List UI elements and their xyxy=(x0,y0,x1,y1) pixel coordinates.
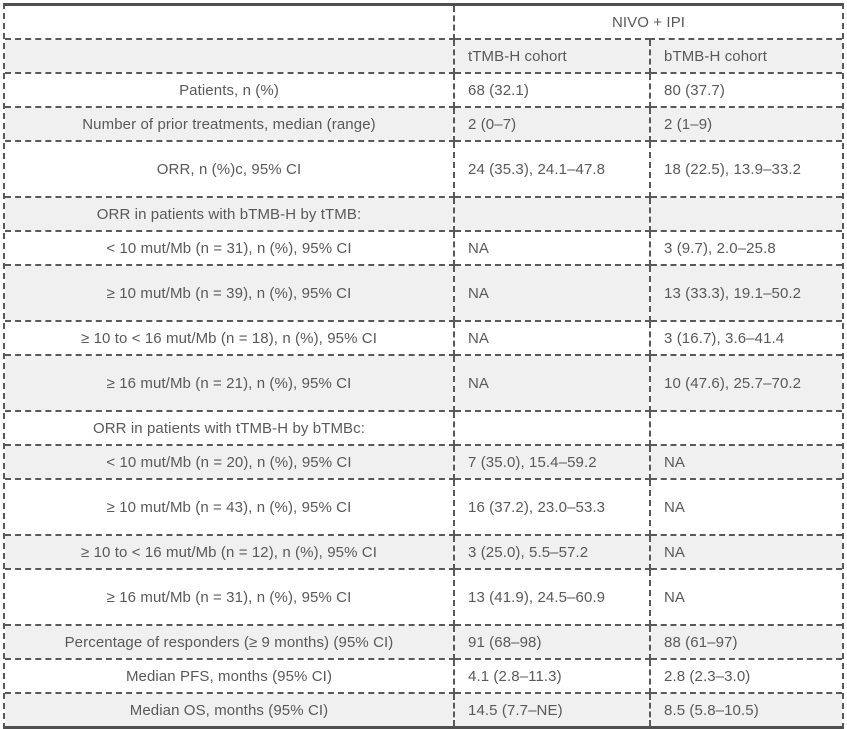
table-row: Number of prior treatments, median (rang… xyxy=(5,106,843,142)
table-row: Median OS, months (95% CI) 14.5 (7.7–NE)… xyxy=(5,692,843,726)
ttmb-value-cell: 7 (35.0), 15.4–59.2 xyxy=(453,444,651,480)
btmb-value-cell: NA xyxy=(648,444,843,480)
btmb-value-cell: 3 (16.7), 3.6–41.4 xyxy=(648,320,843,356)
table-row: Median PFS, months (95% CI) 4.1 (2.8–11.… xyxy=(5,658,843,694)
btmb-value-cell: 80 (37.7) xyxy=(648,72,843,108)
ttmb-value-cell: 16 (37.2), 23.0–53.3 xyxy=(453,478,651,536)
ttmb-value-cell: 14.5 (7.7–NE) xyxy=(453,692,651,726)
column-header-row: tTMB-H cohort bTMB-H cohort xyxy=(5,38,843,74)
btmb-value-cell: NA xyxy=(648,534,843,570)
ttmb-value-cell: NA xyxy=(453,320,651,356)
ttmb-value-cell: 4.1 (2.8–11.3) xyxy=(453,658,651,694)
ttmb-value-cell xyxy=(453,196,651,232)
table-row: ≥ 10 mut/Mb (n = 43), n (%), 95% CI 16 (… xyxy=(5,478,843,536)
table-row: ≥ 10 to < 16 mut/Mb (n = 18), n (%), 95%… xyxy=(5,320,843,356)
btmb-value-cell: 2 (1–9) xyxy=(648,106,843,142)
ttmb-value-cell xyxy=(453,410,651,446)
corner-empty-cell xyxy=(5,6,455,40)
row-label: ORR in patients with bTMB-H by tTMB: xyxy=(5,196,455,232)
table-row: ≥ 10 mut/Mb (n = 39), n (%), 95% CI NA 1… xyxy=(5,264,843,322)
row-label: ORR, n (%)c, 95% CI xyxy=(5,140,455,198)
column-header-ttmb: tTMB-H cohort xyxy=(453,38,651,74)
btmb-value-cell: 18 (22.5), 13.9–33.2 xyxy=(648,140,843,198)
row-label: ≥ 10 mut/Mb (n = 43), n (%), 95% CI xyxy=(5,478,455,536)
btmb-value-cell: NA xyxy=(648,478,843,536)
row-label: Median OS, months (95% CI) xyxy=(5,692,455,726)
group-header-cell: NIVO + IPI xyxy=(452,6,843,40)
row-label: ≥ 10 mut/Mb (n = 39), n (%), 95% CI xyxy=(5,264,455,322)
row-label: ≥ 16 mut/Mb (n = 21), n (%), 95% CI xyxy=(5,354,455,412)
ttmb-value-cell: 2 (0–7) xyxy=(453,106,651,142)
btmb-value-cell: 8.5 (5.8–10.5) xyxy=(648,692,843,726)
table-row: ORR, n (%)c, 95% CI 24 (35.3), 24.1–47.8… xyxy=(5,140,843,198)
btmb-value-cell: 2.8 (2.3–3.0) xyxy=(648,658,843,694)
row-label: Percentage of responders (≥ 9 months) (9… xyxy=(5,624,455,660)
row-label: < 10 mut/Mb (n = 31), n (%), 95% CI xyxy=(5,230,455,266)
btmb-value-cell: NA xyxy=(648,568,843,626)
ttmb-value-cell: 68 (32.1) xyxy=(453,72,651,108)
btmb-value-cell xyxy=(648,196,843,232)
table-row: Percentage of responders (≥ 9 months) (9… xyxy=(5,624,843,660)
table-row: ORR in patients with tTMB-H by bTMBc: xyxy=(5,410,843,446)
table-row: ORR in patients with bTMB-H by tTMB: xyxy=(5,196,843,232)
ttmb-value-cell: NA xyxy=(453,354,651,412)
ttmb-value-cell: 24 (35.3), 24.1–47.8 xyxy=(453,140,651,198)
table-row: < 10 mut/Mb (n = 31), n (%), 95% CI NA 3… xyxy=(5,230,843,266)
btmb-value-cell: 10 (47.6), 25.7–70.2 xyxy=(648,354,843,412)
row-label: ≥ 16 mut/Mb (n = 31), n (%), 95% CI xyxy=(5,568,455,626)
btmb-value-cell: 3 (9.7), 2.0–25.8 xyxy=(648,230,843,266)
row-label: ≥ 10 to < 16 mut/Mb (n = 18), n (%), 95%… xyxy=(5,320,455,356)
btmb-value-cell: 13 (33.3), 19.1–50.2 xyxy=(648,264,843,322)
column-header-btmb: bTMB-H cohort xyxy=(648,38,843,74)
results-table-frame: NIVO + IPI tTMB-H cohort bTMB-H cohort P… xyxy=(3,3,844,729)
ttmb-value-cell: 3 (25.0), 5.5–57.2 xyxy=(453,534,651,570)
row-label: Patients, n (%) xyxy=(5,72,455,108)
row-label: Number of prior treatments, median (rang… xyxy=(5,106,455,142)
ttmb-value-cell: NA xyxy=(453,264,651,322)
table-row: ≥ 16 mut/Mb (n = 31), n (%), 95% CI 13 (… xyxy=(5,568,843,626)
btmb-value-cell xyxy=(648,410,843,446)
table-row: ≥ 10 to < 16 mut/Mb (n = 12), n (%), 95%… xyxy=(5,534,843,570)
btmb-value-cell: 88 (61–97) xyxy=(648,624,843,660)
row-label: ORR in patients with tTMB-H by bTMBc: xyxy=(5,410,455,446)
table-row: < 10 mut/Mb (n = 20), n (%), 95% CI 7 (3… xyxy=(5,444,843,480)
corner-empty-cell xyxy=(5,38,455,74)
table-row: ≥ 16 mut/Mb (n = 21), n (%), 95% CI NA 1… xyxy=(5,354,843,412)
row-label: Median PFS, months (95% CI) xyxy=(5,658,455,694)
ttmb-value-cell: NA xyxy=(453,230,651,266)
row-label: ≥ 10 to < 16 mut/Mb (n = 12), n (%), 95%… xyxy=(5,534,455,570)
table-row: Patients, n (%) 68 (32.1) 80 (37.7) xyxy=(5,72,843,108)
row-label: < 10 mut/Mb (n = 20), n (%), 95% CI xyxy=(5,444,455,480)
group-header-row: NIVO + IPI xyxy=(5,6,843,40)
clinical-results-table: NIVO + IPI tTMB-H cohort bTMB-H cohort P… xyxy=(5,6,843,726)
ttmb-value-cell: 91 (68–98) xyxy=(453,624,651,660)
ttmb-value-cell: 13 (41.9), 24.5–60.9 xyxy=(453,568,651,626)
